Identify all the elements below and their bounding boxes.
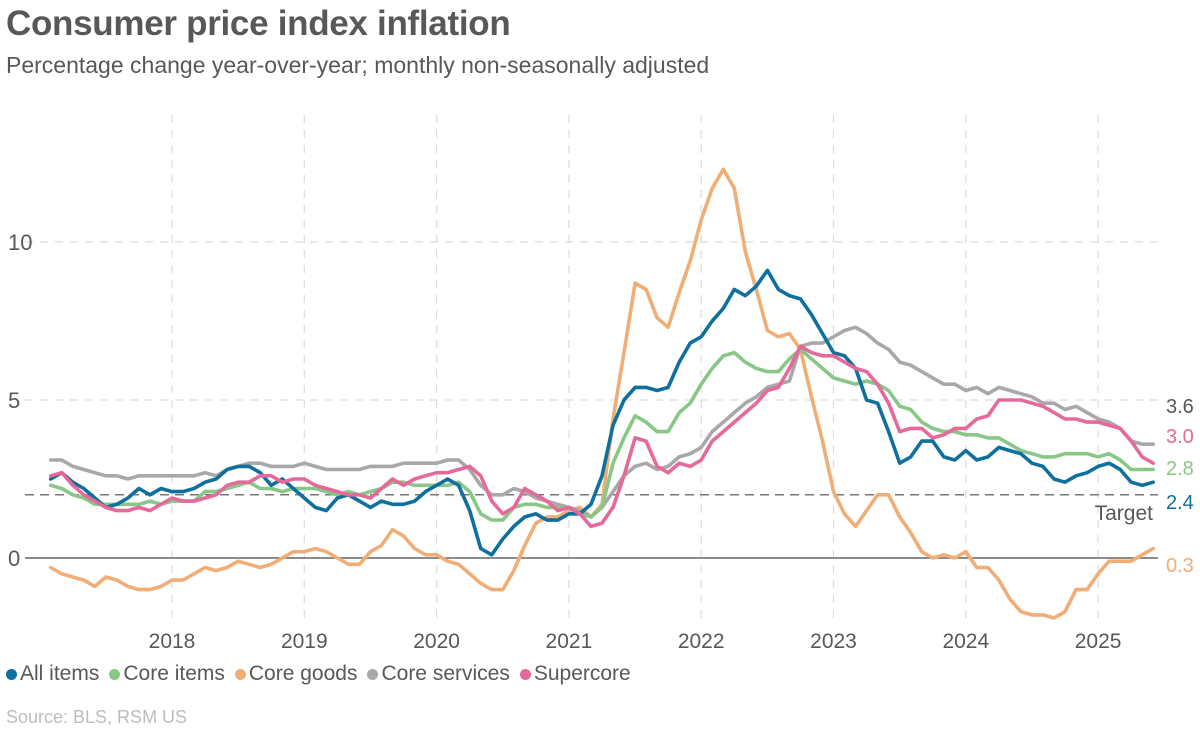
legend-marker — [6, 668, 17, 680]
grid — [25, 115, 1158, 625]
x-tick-label: 2024 — [942, 630, 989, 653]
legend-item: Supercore — [519, 662, 631, 686]
end-label-core-goods: 0.3 — [1166, 555, 1194, 577]
series-line-all-items — [48, 268, 1155, 557]
series-line-supercore — [48, 344, 1155, 529]
legend-label: Supercore — [533, 662, 631, 685]
legend-item: Core goods — [234, 662, 358, 686]
legend-marker — [367, 668, 379, 680]
y-tick-label: 5 — [8, 388, 20, 413]
y-tick-label: 0 — [8, 546, 20, 571]
x-tick-label: 2019 — [281, 630, 328, 653]
x-tick-label: 2020 — [413, 630, 460, 653]
chart-title: Consumer price index inflation — [6, 4, 511, 43]
end-label-core-items: 2.8 — [1166, 458, 1194, 480]
legend: All items Core items Core goods Core servic… — [6, 662, 631, 686]
end-label-core-services: 3.6 — [1166, 396, 1194, 418]
series-line-core-items — [48, 347, 1155, 522]
y-tick-label: 10 — [8, 230, 32, 255]
x-tick-label: 2018 — [149, 630, 196, 653]
chart-subtitle: Percentage change year-over-year; monthl… — [6, 52, 710, 78]
legend-label: Core services — [381, 662, 510, 685]
series-lines — [48, 167, 1155, 620]
source-note: Source: BLS, RSM US — [6, 707, 188, 727]
legend-marker — [234, 668, 246, 680]
x-tick-label: 2022 — [678, 630, 725, 653]
legend-item: Core services — [367, 662, 510, 686]
end-label-all-items: 2.4 — [1166, 492, 1194, 514]
legend-marker — [519, 668, 531, 680]
legend-marker — [109, 668, 121, 680]
x-tick-label: 2023 — [810, 630, 857, 653]
series-line-core-services — [48, 325, 1155, 519]
end-labels: 2.4 2.8 0.3 3.6 3.0 — [1166, 396, 1194, 577]
legend-label: Core items — [123, 662, 225, 685]
legend-item: Core items — [109, 662, 225, 686]
end-label-supercore: 3.0 — [1166, 426, 1194, 448]
target-label: Target — [1095, 502, 1154, 525]
x-tick-label: 2021 — [546, 630, 593, 653]
legend-item: All items — [6, 662, 99, 686]
axis-ticks: 2018 2019 2020 2021 2022 2023 2024 2025 0 5 10 Targ… — [8, 230, 1153, 653]
x-tick-label: 2025 — [1075, 630, 1122, 653]
legend-label: Core goods — [248, 662, 358, 685]
legend-label: All items — [20, 662, 100, 685]
